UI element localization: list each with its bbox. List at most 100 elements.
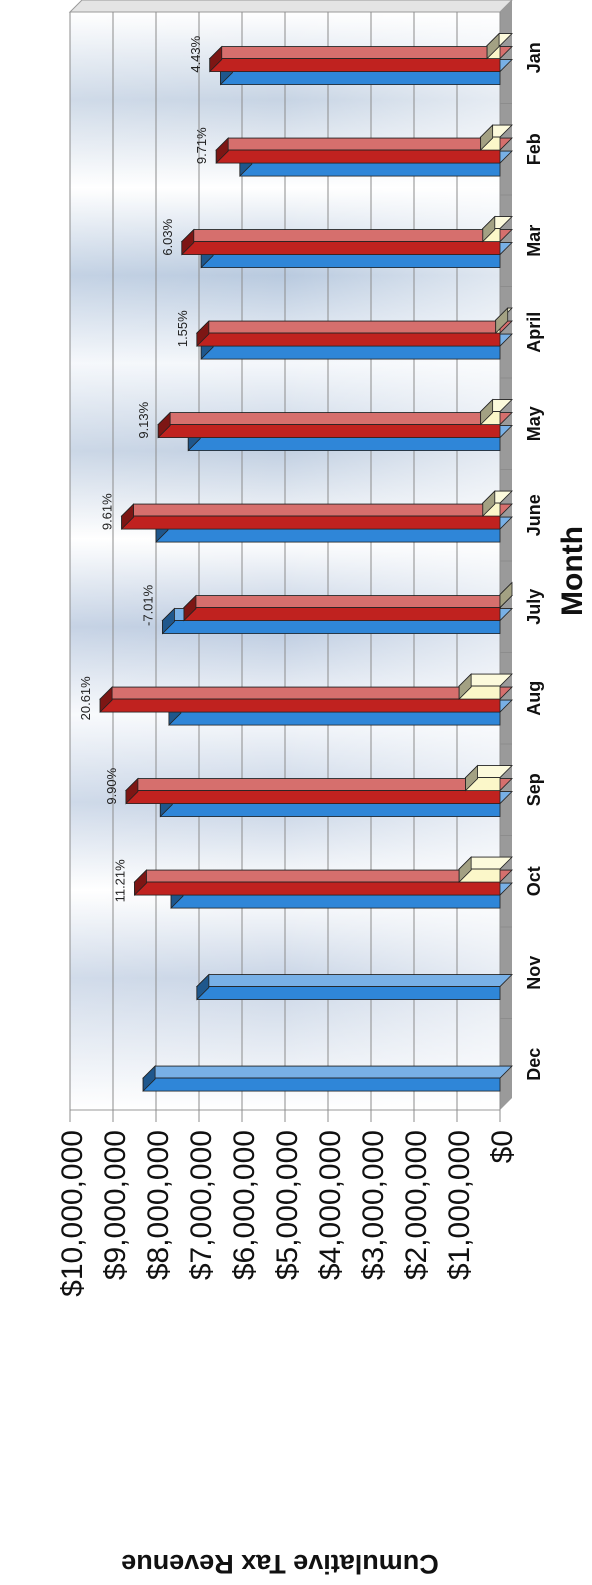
bar-front-face [134,881,501,896]
bar-top-face [215,137,513,151]
bar-top-face [208,46,513,59]
y-tick-label: $2,000,000 [400,1130,433,1280]
bar-3 [479,124,513,152]
bar-3 [499,581,513,609]
bar-3 [481,490,513,518]
bar-end-face [482,490,496,518]
bar-3 [458,673,513,701]
category-label: Aug [524,681,544,716]
bar-end-face [465,764,479,792]
category-label: Jan [524,42,544,73]
percent-annotation: 4.43% [188,35,203,72]
bar-end-face [162,607,175,635]
bar-end-face [181,228,195,256]
percent-annotation: 1.55% [175,310,190,347]
bar-end-face [157,411,171,439]
bar-end-face [142,1065,156,1093]
bar-front-face [200,345,501,360]
bar-front-face [168,711,501,726]
percent-annotation: 9.61% [100,493,115,530]
bar-front-face [220,71,501,85]
bar-end-face [196,973,210,1001]
gridlines [69,12,512,1122]
bar-top-face [99,686,513,700]
bar-3 [481,215,513,243]
bar-front-face [209,58,501,72]
percent-annotations: 4.43% 9.71% 6.03% 1.55% 9.13% 9.61% -7.01% 20.6… [78,35,209,902]
category-label: Sep [524,773,544,806]
plot-floor [500,0,512,1110]
y-tick-label: $6,000,000 [228,1130,261,1280]
x-axis-label: Month [556,526,589,616]
bar-3 [458,856,513,884]
percent-annotation: -7.01% [140,584,155,626]
y-tick-label: $8,000,000 [142,1130,175,1280]
y-tick-label: $5,000,000 [271,1130,304,1280]
bar-top-face [195,974,513,987]
category-label: April [524,312,544,353]
bar-2 [99,686,513,714]
bar-front-face [157,424,501,438]
bar-front-face [155,528,501,543]
category-labels: Jan Feb Mar April May June July Aug Sep Oct Nov Dec [524,42,544,1081]
y-tick-labels: $0 $1,000,000 $2,000,000 $3,000,000 $4,000,0… [56,1130,519,1297]
bar-top-face [180,229,513,242]
y-tick-label: $3,000,000 [357,1130,390,1280]
bar-front-face [159,803,501,817]
bar-front-face [121,515,501,530]
bar-end-face [458,673,472,701]
category-label: May [524,406,544,441]
bar-2 [195,320,513,348]
bar-front-face [239,162,501,177]
bar-end-face [125,777,139,805]
bar-top-face [195,320,513,334]
bar-end-face [183,594,197,622]
bar-front-face [187,437,501,451]
category-label: July [524,589,544,625]
bar-top-face [124,778,513,791]
bar-front-face [170,894,501,909]
bar-2 [180,228,513,256]
bar-end-face [215,137,229,165]
plot-top-face [68,0,513,13]
bar-front-face [162,620,501,634]
bar-3 [479,398,513,426]
bar-front-face [196,332,501,347]
bar-front-face [215,149,501,164]
bar-end-face [121,503,135,531]
percent-annotation: 6.03% [160,218,175,255]
y-tick-label: $9,000,000 [99,1130,132,1280]
bar-end-face [486,32,500,60]
bar-end-face [480,124,494,152]
bar-front-face [125,790,501,804]
bar-2 [215,137,513,165]
bar-2 [133,869,513,897]
category-label: Feb [524,133,544,165]
percent-annotation: 11.21% [113,859,128,903]
y-tick-label: $1,000,000 [443,1130,476,1280]
percent-annotation: 9.90% [104,767,119,804]
bar-3 [494,307,513,335]
bar-end-face [495,307,509,335]
bar-end-face [482,215,496,243]
bar-top-face [182,595,513,608]
bar-2 [157,411,513,439]
bar-front-face [181,241,501,255]
bar-1 [142,1065,513,1093]
bar-front-face [99,698,501,713]
bar-front-face [196,986,501,1000]
y-tick-label: $7,000,000 [185,1130,218,1280]
percent-annotation: 9.13% [136,401,151,438]
category-label: Nov [524,956,544,990]
bar-3 [464,764,513,792]
bar-2 [124,777,513,805]
bar-end-face [499,581,513,609]
bar-top-face [133,869,513,883]
y-tick-label: $10,000,000 [56,1130,89,1297]
bar-end-face [480,398,494,426]
bar-front-face [142,1077,501,1092]
bar-top-face [120,503,513,517]
category-label: Dec [524,1048,544,1081]
bar-end-face [99,686,113,714]
